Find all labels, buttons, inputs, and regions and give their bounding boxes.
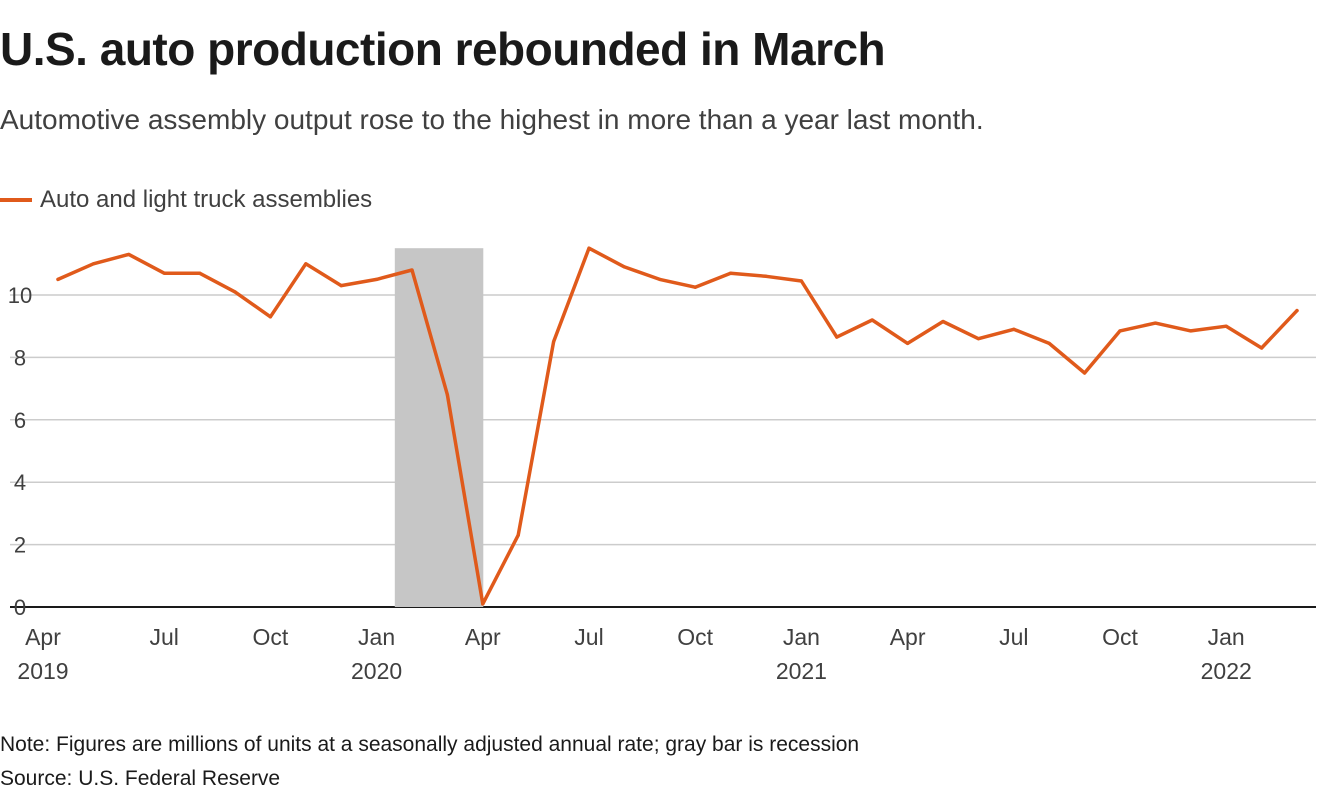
data-point-2019-11	[304, 262, 308, 266]
series-layer	[56, 246, 1299, 606]
data-point-2020-11	[729, 271, 733, 275]
x-tick-month-apr-24: Apr	[890, 624, 926, 650]
data-point-2020-12	[764, 274, 768, 278]
x-tick-year-2021: 2021	[776, 658, 827, 684]
data-point-2019-04	[56, 277, 60, 281]
x-tick-month-oct-30: Oct	[1102, 624, 1138, 650]
y-tick-label-6: 6	[14, 408, 26, 433]
data-point-2021-06	[976, 337, 981, 341]
chart-note: Note: Figures are millions of units at a…	[0, 733, 860, 756]
line-chart: 0 2 4 6 8 10 Apr 2019 Jul Oct Jan 2020 Apr Jul Oct Jan…	[8, 246, 1316, 684]
x-tick-month-jul-15: Jul	[574, 624, 603, 650]
x-tick-month-jan-21: Jan	[783, 624, 820, 650]
recession-bar	[394, 248, 484, 607]
grid-layer	[10, 294, 1316, 608]
data-point-2020-01	[375, 277, 379, 281]
data-point-2020-04	[481, 602, 485, 606]
y-tick-label-8: 8	[14, 345, 26, 370]
data-point-2021-03	[870, 318, 874, 322]
data-point-2021-08	[1047, 341, 1051, 345]
x-tick-month-jan-9: Jan	[358, 624, 395, 650]
x-tick-year-2020: 2020	[351, 658, 402, 684]
x-tick-month-oct-6: Oct	[253, 624, 289, 650]
data-point-2019-09	[233, 290, 237, 294]
data-point-2020-08	[622, 265, 627, 269]
chart-title: U.S. auto production rebounded in March	[0, 23, 886, 75]
data-point-2019-07	[162, 271, 166, 275]
x-tick-month-jan-33: Jan	[1208, 624, 1245, 650]
data-point-2021-01	[799, 279, 804, 283]
chart-source: Source: U.S. Federal Reserve	[0, 767, 281, 790]
legend-swatch	[0, 198, 32, 202]
data-point-2020-05	[516, 533, 520, 537]
series-line-auto-assemblies	[56, 246, 1299, 606]
x-tick-month-jul-27: Jul	[999, 624, 1028, 650]
data-point-2021-12	[1189, 329, 1193, 333]
data-point-2021-02	[835, 335, 839, 339]
data-point-2021-11	[1153, 321, 1157, 325]
y-tick-label-0: 0	[14, 595, 26, 620]
x-tick-year-2019: 2019	[17, 658, 68, 684]
data-point-2021-05	[941, 319, 945, 324]
x-tick-year-2022: 2022	[1201, 658, 1252, 684]
y-tick-label-4: 4	[14, 470, 26, 495]
x-axis: Apr 2019 Jul Oct Jan 2020 Apr Jul Oct Jan 2021 Apr J…	[17, 624, 1251, 684]
y-axis: 0 2 4 6 8 10	[8, 283, 32, 620]
data-point-2022-01	[1224, 324, 1228, 328]
x-tick-month-oct-18: Oct	[677, 624, 713, 650]
y-tick-label-10: 10	[8, 283, 32, 308]
data-point-2020-10	[693, 285, 697, 289]
data-point-2022-02	[1260, 346, 1264, 350]
data-point-2019-10	[268, 315, 272, 319]
chart-subtitle: Automotive assembly output rose to the h…	[0, 104, 984, 135]
x-tick-month-apr-12: Apr	[465, 624, 501, 650]
data-point-2022-03	[1295, 309, 1299, 313]
x-tick-month-jul-3: Jul	[149, 624, 178, 650]
data-point-2020-02	[410, 268, 414, 272]
x-tick-month-apr-0: Apr	[25, 624, 61, 650]
data-point-2021-10	[1118, 329, 1122, 333]
data-point-2021-09	[1083, 371, 1087, 375]
data-point-2021-07	[1012, 327, 1016, 331]
data-point-2019-12	[339, 284, 343, 288]
data-point-2020-09	[658, 277, 662, 281]
data-point-2019-08	[198, 271, 202, 275]
recession-layer	[394, 248, 484, 607]
legend-label: Auto and light truck assemblies	[40, 186, 373, 213]
data-point-2020-07	[587, 246, 591, 250]
data-point-2020-06	[552, 340, 556, 344]
data-point-2019-05	[91, 262, 95, 266]
data-point-2019-06	[127, 252, 131, 257]
data-point-2021-04	[906, 341, 910, 345]
legend: Auto and light truck assemblies	[0, 186, 372, 214]
data-point-2020-03	[445, 393, 449, 397]
y-tick-label-2: 2	[14, 533, 26, 558]
